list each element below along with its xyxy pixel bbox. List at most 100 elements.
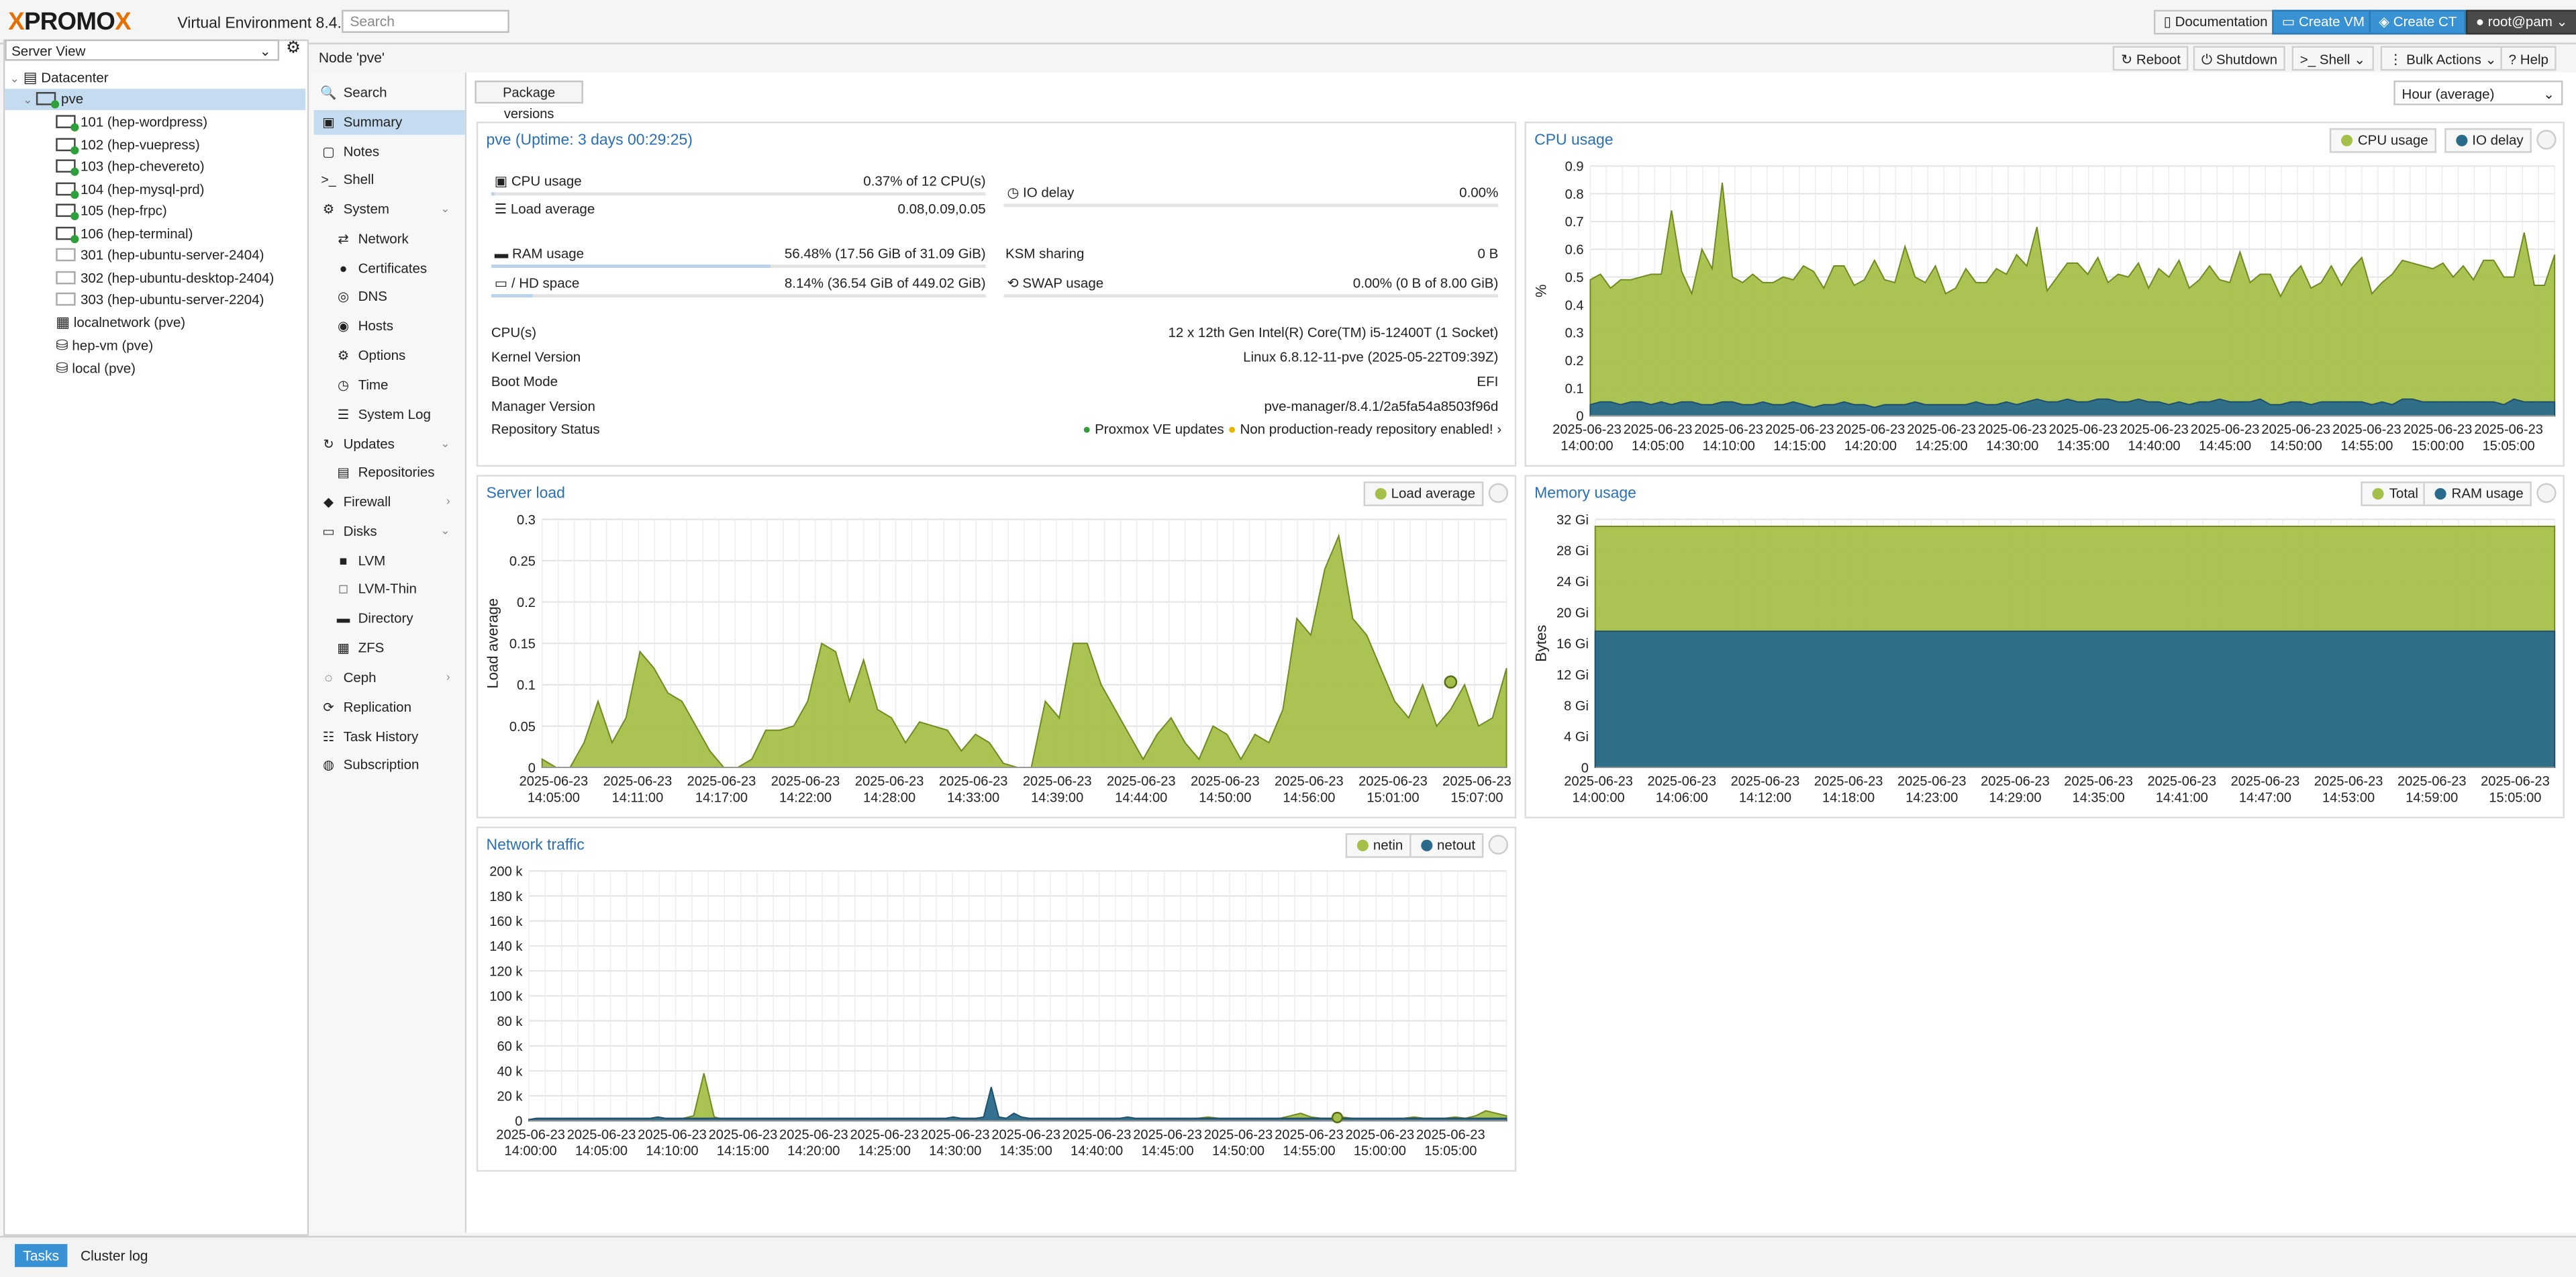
create-vm-button[interactable]: ▭ Create VM	[2272, 9, 2375, 35]
firewall-icon: ◆	[324, 494, 334, 510]
y-tick-label: 0.3	[517, 513, 536, 528]
menu-item-time[interactable]: ◷ Time	[329, 373, 465, 398]
server-view-select[interactable]: Server View ⌄	[5, 39, 280, 61]
menu-item-system-log[interactable]: ☰ System Log	[329, 403, 465, 428]
expand-icon: ⌄	[23, 95, 33, 107]
menu-item-options[interactable]: ⚙ Options	[329, 344, 465, 369]
menu-item-replication[interactable]: ⟳ Replication	[314, 695, 465, 720]
package-versions-button[interactable]: Package versions	[475, 80, 583, 122]
legend-load-average[interactable]: Load average	[1363, 481, 1484, 506]
menu-item-firewall[interactable]: ◆ Firewall ›	[314, 489, 465, 514]
updates-icon: ↻	[323, 437, 334, 453]
tree-item-vm-301[interactable]: 301 (hep-ubuntu-server-2404)	[56, 245, 264, 267]
documentation-button[interactable]: ▯ Documentation	[2153, 9, 2278, 35]
hd-space-bar	[491, 294, 986, 298]
undo-zoom-icon[interactable]	[1488, 483, 1508, 503]
user-icon: ●	[2475, 13, 2488, 30]
tree-item-vm-302[interactable]: 302 (hep-ubuntu-desktop-2404)	[56, 268, 274, 289]
certificates-icon: ●	[339, 261, 348, 277]
search-input[interactable]: Search	[342, 9, 509, 33]
tree-item-vm-106[interactable]: 106 (hep-terminal)	[56, 224, 193, 245]
tree-item-pve[interactable]: ⌄ pve	[23, 90, 84, 109]
ram-usage-label: ▬ RAM usage	[494, 244, 585, 262]
legend-ram-usage[interactable]: RAM usage	[2423, 481, 2532, 506]
menu-item-task-history[interactable]: ☷ Task History	[314, 724, 465, 749]
tree-item-vm-102[interactable]: 102 (hep-vuepress)	[56, 135, 200, 156]
menu-item-lvm[interactable]: ■ LVM	[329, 549, 465, 574]
menu-item-updates[interactable]: ↻ Updates ⌄	[314, 432, 465, 457]
menu-item-summary[interactable]: ▣ Summary	[313, 109, 465, 135]
y-tick-label: 180 k	[489, 890, 523, 904]
menu-item-directory[interactable]: ▬ Directory	[329, 606, 465, 631]
menu-item-shell[interactable]: >_ Shell	[314, 168, 465, 193]
x-tick-label: 2025-06-23 14:06:00	[1647, 774, 1716, 805]
menu-item-zfs[interactable]: ▦ ZFS	[329, 636, 465, 661]
legend-total[interactable]: Total	[2361, 481, 2427, 506]
y-tick-label: 100 k	[489, 990, 523, 1004]
menu-item-certificates[interactable]: ● Certificates	[329, 256, 465, 281]
y-tick-label: 12 Gi	[1556, 668, 1589, 683]
legend-netout[interactable]: netout	[1409, 833, 1484, 858]
shutdown-button[interactable]: ⏻ Shutdown	[2193, 46, 2286, 71]
network-traffic-panel: Network traffic netin netout 0 20 k 40 k 60…	[476, 826, 1517, 1172]
undo-zoom-icon[interactable]	[1488, 835, 1508, 855]
repository-status-value[interactable]: ● Proxmox VE updates ● Non production-re…	[1082, 420, 1502, 438]
menu-item-network[interactable]: ⇄ Network	[329, 227, 465, 252]
tree-item-vm-104[interactable]: 104 (hep-mysql-prd)	[56, 179, 205, 201]
menu-item-label: Shell	[343, 171, 375, 188]
vm-running-icon	[56, 226, 79, 244]
tree-item-hep-vm-storage[interactable]: ⛁ hep-vm (pve)	[56, 336, 154, 354]
network-chart-title: Network traffic	[486, 835, 585, 853]
help-button[interactable]: ? Help	[2500, 46, 2557, 71]
legend-cpu-usage[interactable]: CPU usage	[2330, 128, 2436, 153]
tree-item-vm-303[interactable]: 303 (hep-ubuntu-server-2204)	[56, 289, 264, 311]
menu-item-ceph[interactable]: ◌ Ceph ›	[314, 665, 465, 690]
io-delay-value: 0.00%	[1459, 184, 1499, 201]
create-ct-button[interactable]: ◈ Create CT	[2369, 9, 2467, 35]
tree-item-vm-103[interactable]: 103 (hep-chevereto)	[56, 156, 205, 178]
menu-item-subscription[interactable]: ◍ Subscription	[314, 753, 465, 777]
tab-tasks[interactable]: Tasks	[15, 1243, 68, 1268]
tree-item-datacenter[interactable]: ⌄ ▤ Datacenter	[9, 68, 109, 86]
shell-button[interactable]: >_ Shell ⌄	[2291, 46, 2374, 71]
x-tick-label: 2025-06-23 14:33:00	[939, 774, 1008, 805]
menu-item-lvm-thin[interactable]: □ LVM-Thin	[329, 577, 465, 602]
x-tick-label: 2025-06-23 14:29:00	[1981, 774, 2050, 805]
vm-stopped-icon	[56, 248, 76, 262]
bulk-actions-button[interactable]: ⋮ Bulk Actions ⌄	[2380, 46, 2505, 71]
tree-item-local-storage[interactable]: ⛁ local (pve)	[56, 360, 136, 377]
menu-item-label: System	[343, 200, 389, 218]
menu-item-label: Summary	[343, 113, 403, 130]
undo-zoom-icon[interactable]	[2536, 130, 2557, 150]
menu-item-repositories[interactable]: ▤ Repositories	[329, 460, 465, 485]
desktop-icon: ▭	[2281, 13, 2299, 30]
x-tick-label: 2025-06-23 14:30:00	[921, 1127, 990, 1158]
tab-cluster-log[interactable]: Cluster log	[80, 1247, 148, 1264]
logo-text-mo: MO	[76, 8, 115, 36]
gear-icon[interactable]: ⚙	[285, 39, 301, 58]
menu-item-disks[interactable]: ▭ Disks ⌄	[314, 519, 465, 544]
legend-netin[interactable]: netin	[1345, 833, 1411, 858]
kernel-value: Linux 6.8.12-11-pve (2025-05-22T09:39Z)	[1243, 348, 1499, 365]
reboot-button[interactable]: ↻ Reboot	[2112, 46, 2189, 71]
proxmox-logo[interactable]: XPROMOX	[8, 8, 131, 36]
menu-item-system[interactable]: ⚙ System ⌄	[314, 197, 465, 222]
timeframe-select[interactable]: Hour (average) ⌄	[2393, 80, 2563, 105]
tree-item-vm-101[interactable]: 101 (hep-wordpress)	[56, 111, 207, 133]
menu-item-search[interactable]: 🔍 Search	[314, 81, 465, 105]
x-tick-label: 2025-06-23 14:50:00	[1204, 1127, 1273, 1158]
x-tick-label: 2025-06-23 15:00:00	[1346, 1127, 1415, 1158]
legend-io-delay[interactable]: IO delay	[2444, 128, 2532, 153]
x-tick-label: 2025-06-23 14:10:00	[638, 1127, 707, 1158]
y-tick-label: 0.05	[509, 720, 536, 735]
y-tick-label: 20 Gi	[1556, 606, 1589, 620]
subscription-icon: ◍	[322, 757, 335, 773]
menu-item-notes[interactable]: ▢ Notes	[314, 140, 465, 164]
menu-item-hosts[interactable]: ◉ Hosts	[329, 314, 465, 339]
menu-item-dns[interactable]: ◎ DNS	[329, 284, 465, 309]
tree-item-vm-105[interactable]: 105 (hep-frpc)	[56, 201, 167, 222]
user-menu-button[interactable]: ● root@pam ⌄	[2466, 9, 2576, 35]
load-chart-title: Server load	[486, 483, 565, 502]
undo-zoom-icon[interactable]	[2536, 483, 2557, 503]
tree-item-localnetwork[interactable]: ▦ localnetwork (pve)	[56, 314, 186, 330]
